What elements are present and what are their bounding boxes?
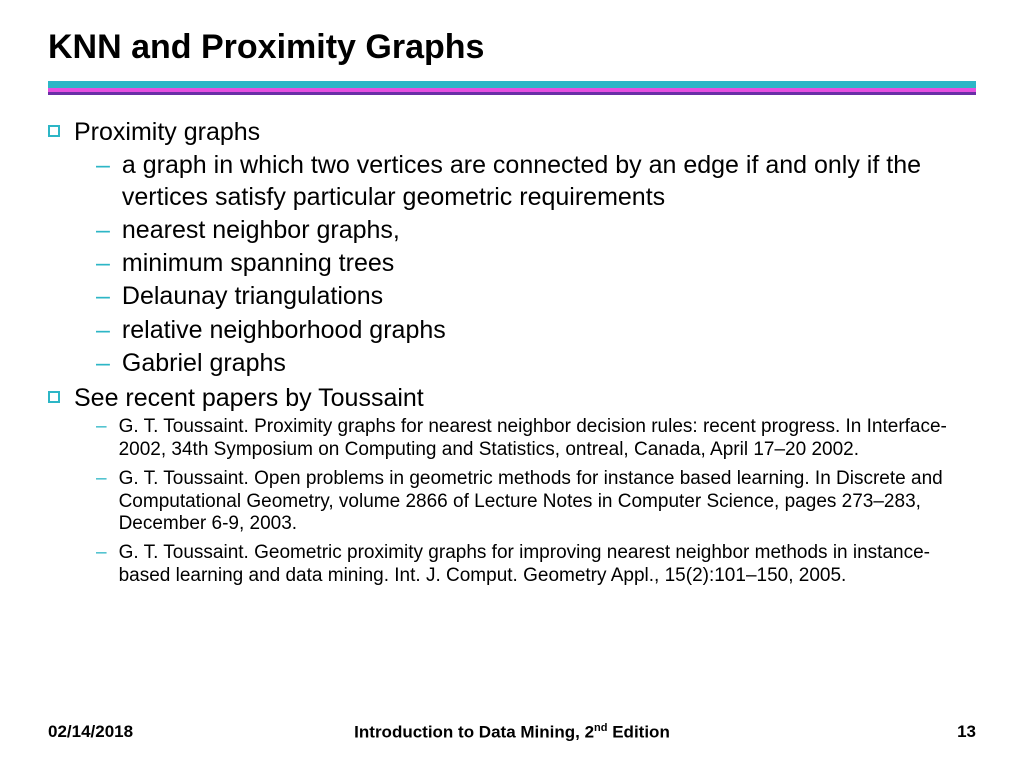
footer-page: 13 — [957, 722, 976, 742]
footer-date: 02/14/2018 — [48, 722, 133, 742]
list-item-label: Proximity graphs — [74, 117, 260, 148]
slide-title: KNN and Proximity Graphs — [48, 28, 976, 67]
slide-footer: 02/14/2018 Introduction to Data Mining, … — [0, 722, 1024, 742]
sub-list-item-label: G. T. Toussaint. Geometric proximity gra… — [119, 542, 976, 588]
sub-list-item-label: a graph in which two vertices are connec… — [122, 150, 976, 213]
list-item: See recent papers by Toussaint–G. T. Tou… — [48, 383, 976, 588]
sub-list-item-label: relative neighborhood graphs — [122, 315, 446, 346]
sub-list-item-label: Gabriel graphs — [122, 348, 286, 379]
dash-icon: – — [96, 468, 107, 491]
dash-icon: – — [96, 315, 110, 346]
dash-icon: – — [96, 215, 110, 246]
square-bullet-icon — [48, 391, 60, 403]
sub-list-item: –G. T. Toussaint. Geometric proximity gr… — [96, 542, 976, 588]
sub-list-item: –Delaunay triangulations — [96, 281, 976, 312]
bullet-list: Proximity graphs–a graph in which two ve… — [48, 117, 976, 588]
sub-list-item: –Gabriel graphs — [96, 348, 976, 379]
sub-list-item: –a graph in which two vertices are conne… — [96, 150, 976, 213]
footer-book: Introduction to Data Mining, 2nd Edition — [0, 722, 1024, 743]
square-bullet-icon — [48, 125, 60, 137]
dash-icon: – — [96, 542, 107, 565]
sub-list: –G. T. Toussaint. Proximity graphs for n… — [96, 416, 976, 588]
dash-icon: – — [96, 348, 110, 379]
title-rule — [48, 81, 976, 95]
sub-list: –a graph in which two vertices are conne… — [96, 150, 976, 379]
sub-list-item-label: minimum spanning trees — [122, 248, 394, 279]
sub-list-item-label: G. T. Toussaint. Open problems in geomet… — [119, 468, 976, 536]
sub-list-item: –minimum spanning trees — [96, 248, 976, 279]
sub-list-item-label: nearest neighbor graphs, — [122, 215, 400, 246]
dash-icon: – — [96, 416, 107, 439]
list-item: Proximity graphs–a graph in which two ve… — [48, 117, 976, 379]
list-item-label: See recent papers by Toussaint — [74, 383, 424, 414]
dash-icon: – — [96, 281, 110, 312]
sub-list-item: –nearest neighbor graphs, — [96, 215, 976, 246]
sub-list-item: –G. T. Toussaint. Open problems in geome… — [96, 468, 976, 536]
dash-icon: – — [96, 150, 110, 181]
sub-list-item-label: G. T. Toussaint. Proximity graphs for ne… — [119, 416, 976, 462]
sub-list-item-label: Delaunay triangulations — [122, 281, 383, 312]
sub-list-item: –relative neighborhood graphs — [96, 315, 976, 346]
dash-icon: – — [96, 248, 110, 279]
sub-list-item: –G. T. Toussaint. Proximity graphs for n… — [96, 416, 976, 462]
